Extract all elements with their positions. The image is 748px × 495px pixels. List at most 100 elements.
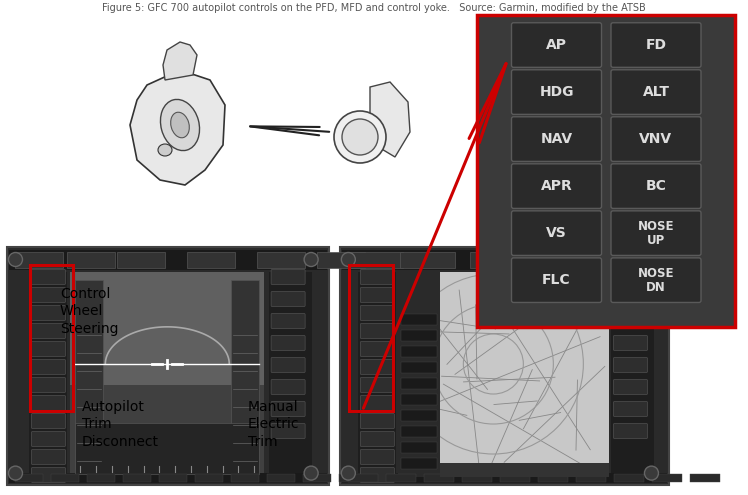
FancyBboxPatch shape xyxy=(611,211,701,255)
Ellipse shape xyxy=(334,111,386,163)
FancyBboxPatch shape xyxy=(611,23,701,67)
Bar xyxy=(231,474,260,482)
Bar xyxy=(400,251,456,267)
FancyBboxPatch shape xyxy=(512,117,601,161)
Bar xyxy=(7,248,329,485)
Bar xyxy=(402,346,438,357)
Bar xyxy=(551,251,605,267)
Bar xyxy=(257,251,305,267)
Bar xyxy=(424,474,454,482)
Bar xyxy=(386,474,417,482)
FancyBboxPatch shape xyxy=(613,357,648,373)
FancyBboxPatch shape xyxy=(31,467,66,483)
Polygon shape xyxy=(163,42,197,80)
FancyBboxPatch shape xyxy=(512,211,601,255)
Ellipse shape xyxy=(304,466,318,480)
Bar xyxy=(500,474,530,482)
Text: NOSE
DN: NOSE DN xyxy=(638,267,674,294)
Text: AP: AP xyxy=(546,38,567,52)
Bar xyxy=(117,251,165,267)
Bar xyxy=(123,474,152,482)
Ellipse shape xyxy=(341,252,355,266)
Ellipse shape xyxy=(8,466,22,480)
Bar xyxy=(16,474,43,482)
Text: FD: FD xyxy=(646,38,666,52)
FancyBboxPatch shape xyxy=(271,380,305,395)
FancyBboxPatch shape xyxy=(31,432,66,446)
FancyBboxPatch shape xyxy=(361,378,394,393)
FancyBboxPatch shape xyxy=(31,449,66,464)
Bar xyxy=(402,362,438,373)
Ellipse shape xyxy=(161,99,200,150)
Bar xyxy=(690,474,720,482)
Bar xyxy=(67,251,115,267)
Bar xyxy=(10,249,327,269)
Bar xyxy=(159,474,188,482)
Bar xyxy=(70,271,264,385)
FancyBboxPatch shape xyxy=(611,164,701,208)
Text: NOSE
UP: NOSE UP xyxy=(638,220,674,247)
FancyBboxPatch shape xyxy=(361,269,394,285)
Bar xyxy=(399,271,610,477)
FancyBboxPatch shape xyxy=(611,117,701,161)
Bar xyxy=(195,474,224,482)
Bar xyxy=(70,385,264,477)
Bar xyxy=(402,442,438,453)
Ellipse shape xyxy=(8,252,22,266)
Bar xyxy=(631,251,685,267)
Text: BC: BC xyxy=(646,179,666,193)
FancyBboxPatch shape xyxy=(361,342,394,356)
FancyBboxPatch shape xyxy=(271,401,305,416)
FancyBboxPatch shape xyxy=(361,413,394,429)
Bar xyxy=(462,474,492,482)
Text: VNV: VNV xyxy=(640,132,672,146)
Bar xyxy=(652,474,682,482)
Text: FLC: FLC xyxy=(542,273,571,287)
Bar xyxy=(539,474,568,482)
Ellipse shape xyxy=(645,252,658,266)
FancyBboxPatch shape xyxy=(361,288,394,302)
FancyBboxPatch shape xyxy=(613,292,648,306)
Bar xyxy=(402,378,438,389)
FancyBboxPatch shape xyxy=(512,23,601,67)
FancyBboxPatch shape xyxy=(271,357,305,373)
FancyBboxPatch shape xyxy=(31,378,66,393)
Text: VS: VS xyxy=(546,226,567,240)
Bar xyxy=(29,271,67,477)
FancyBboxPatch shape xyxy=(31,288,66,302)
Bar xyxy=(30,265,73,411)
Bar xyxy=(349,265,393,411)
Bar xyxy=(88,474,115,482)
FancyBboxPatch shape xyxy=(31,305,66,320)
Bar xyxy=(611,271,654,477)
Bar xyxy=(304,474,331,482)
Ellipse shape xyxy=(171,112,189,138)
FancyBboxPatch shape xyxy=(613,313,648,329)
Ellipse shape xyxy=(158,144,172,156)
FancyBboxPatch shape xyxy=(361,449,394,464)
Ellipse shape xyxy=(341,466,355,480)
Bar xyxy=(614,474,644,482)
Bar xyxy=(340,248,669,485)
Bar xyxy=(76,423,259,474)
Bar xyxy=(231,280,259,469)
FancyBboxPatch shape xyxy=(271,292,305,306)
Ellipse shape xyxy=(645,466,658,480)
Bar xyxy=(477,15,735,327)
Bar xyxy=(317,251,366,267)
Bar xyxy=(343,249,667,269)
Bar xyxy=(349,251,403,267)
Text: HDG: HDG xyxy=(539,85,574,99)
Bar xyxy=(402,394,438,405)
FancyBboxPatch shape xyxy=(271,424,305,439)
FancyBboxPatch shape xyxy=(31,396,66,410)
FancyBboxPatch shape xyxy=(613,401,648,416)
FancyBboxPatch shape xyxy=(271,269,305,285)
Bar xyxy=(52,474,79,482)
Bar xyxy=(349,474,378,482)
Text: APR: APR xyxy=(541,179,572,193)
Bar xyxy=(343,473,667,483)
FancyBboxPatch shape xyxy=(512,258,601,302)
Polygon shape xyxy=(370,82,410,157)
Bar xyxy=(402,458,438,469)
